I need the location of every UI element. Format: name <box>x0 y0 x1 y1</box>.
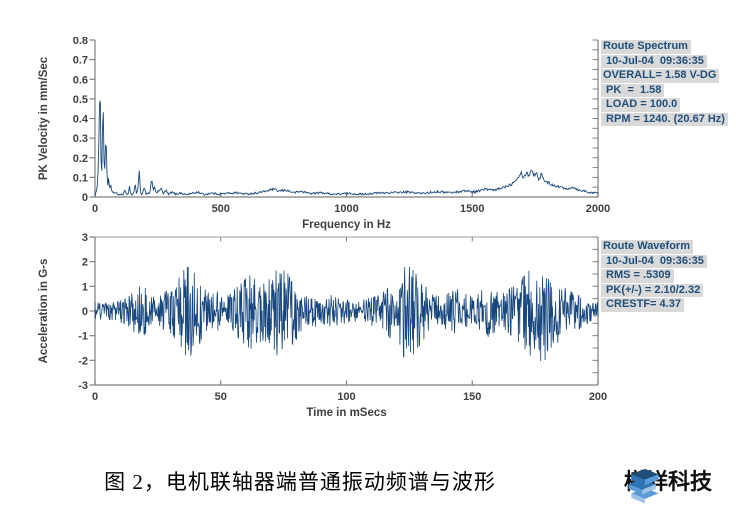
svg-text:0.3: 0.3 <box>73 133 88 145</box>
svg-text:0.6: 0.6 <box>73 74 88 86</box>
svg-text:0.7: 0.7 <box>73 55 88 67</box>
svg-text:2: 2 <box>82 257 88 269</box>
svg-text:500: 500 <box>212 203 230 215</box>
legend-line: LOAD = 100.0 <box>601 98 681 112</box>
svg-text:0.5: 0.5 <box>73 94 88 106</box>
svg-text:0.1: 0.1 <box>73 172 88 184</box>
stacked-layers-icon <box>628 468 659 504</box>
svg-text:3: 3 <box>82 232 88 244</box>
svg-text:100: 100 <box>337 391 355 403</box>
svg-text:0: 0 <box>92 203 98 215</box>
svg-text:150: 150 <box>463 391 481 403</box>
legend-line: RMS = .5309 <box>601 269 674 283</box>
svg-text:0: 0 <box>82 306 88 318</box>
legend-line: CRESTF= 4.37 <box>601 298 684 312</box>
figure-caption: 图 2，电机联轴器端普通振动频谱与波形 <box>104 470 496 494</box>
svg-text:-1: -1 <box>78 331 88 343</box>
legend-line: Route Spectrum <box>601 40 691 54</box>
waveform-legend: Route Waveform 10-Jul-04 09:36:35 RMS = … <box>601 240 707 313</box>
legend-line: PK = 1.58 <box>601 83 665 97</box>
svg-text:-2: -2 <box>78 355 88 367</box>
legend-line: PK(+/-) = 2.10/2.32 <box>601 283 704 297</box>
spectrum-legend: Route Spectrum 10-Jul-04 09:36:35 OVERAL… <box>601 40 728 127</box>
svg-text:1500: 1500 <box>460 203 484 215</box>
svg-text:0.2: 0.2 <box>73 153 88 165</box>
svg-text:2000: 2000 <box>586 203 610 215</box>
legend-line: 10-Jul-04 09:36:35 <box>601 54 707 68</box>
svg-text:1000: 1000 <box>334 203 358 215</box>
svg-text:Time in mSecs: Time in mSecs <box>306 407 386 419</box>
legend-line: OVERALL= 1.58 V-DG <box>601 69 720 83</box>
svg-text:PK Velocity in mm/Sec: PK Velocity in mm/Sec <box>38 56 50 180</box>
svg-text:0: 0 <box>92 391 98 403</box>
svg-text:0.8: 0.8 <box>73 35 88 47</box>
svg-text:200: 200 <box>589 391 607 403</box>
svg-text:-3: -3 <box>78 380 88 392</box>
svg-text:50: 50 <box>215 391 227 403</box>
svg-text:1: 1 <box>82 281 88 293</box>
legend-line: RPM = 1240. (20.67 Hz) <box>601 112 728 126</box>
company-logo: 樽祥科技 <box>624 464 712 504</box>
svg-text:0: 0 <box>82 192 88 204</box>
svg-text:Frequency in Hz: Frequency in Hz <box>302 219 391 231</box>
svg-text:Acceleration in G-s: Acceleration in G-s <box>38 259 50 364</box>
spectrum-series <box>94 100 599 196</box>
svg-text:0.4: 0.4 <box>73 114 89 126</box>
legend-line: 10-Jul-04 09:36:35 <box>601 254 707 268</box>
legend-line: Route Waveform <box>601 240 693 254</box>
waveform-series <box>94 266 599 362</box>
